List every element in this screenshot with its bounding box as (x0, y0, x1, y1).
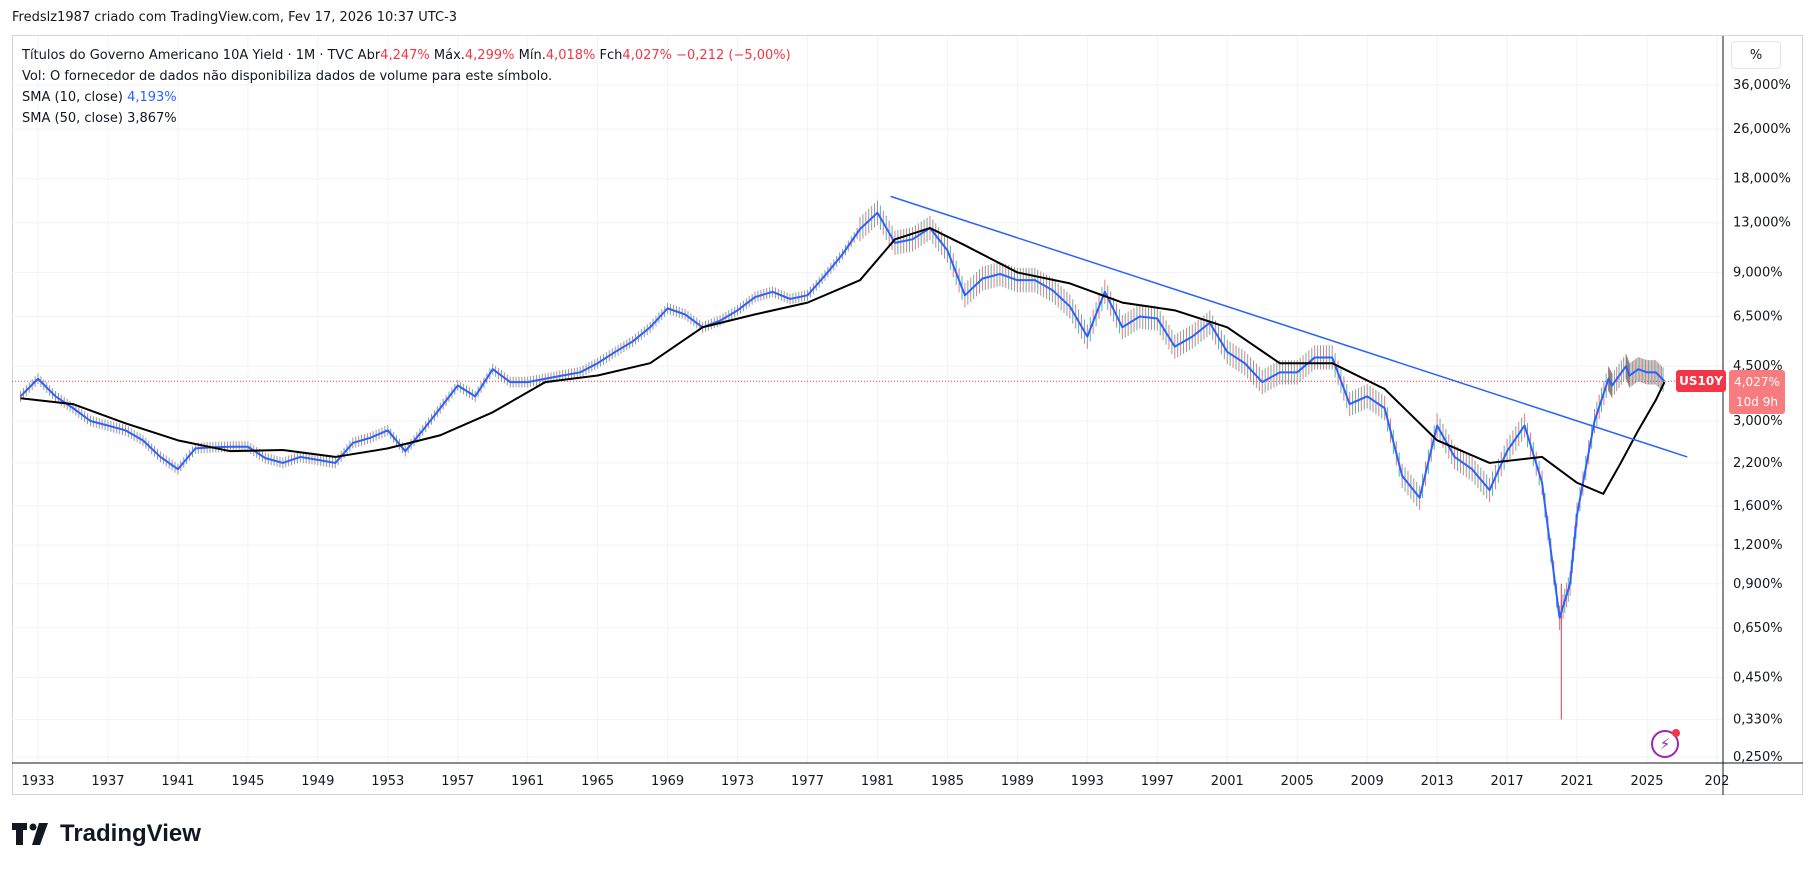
x-tick-label: 1945 (231, 774, 264, 789)
y-tick-label: 26,000% (1733, 122, 1791, 137)
lightning-icon[interactable]: ⚡ (1651, 729, 1680, 758)
bar-countdown: 10d 9h (1736, 395, 1778, 409)
x-tick-label: 1981 (861, 774, 894, 789)
x-tick-label: 1965 (581, 774, 614, 789)
last-price-value: 4,027% (1734, 375, 1780, 389)
x-tick-label: 1953 (371, 774, 404, 789)
open-label: Abr (357, 48, 381, 63)
volume-note[interactable]: Vol: O fornecedor de dados não disponibi… (22, 69, 553, 84)
brand-name: TradingView (60, 820, 201, 847)
x-tick-label: 2005 (1281, 774, 1314, 789)
y-tick-label: 0,900% (1733, 577, 1783, 592)
x-tick-label: 1997 (1141, 774, 1174, 789)
time-scale: 1933 1937 1941 1945 1949 1953 1957 1961 1965 1969… (12, 762, 1803, 789)
us10y-line (19, 211, 1666, 619)
y-tick-label: 2,200% (1733, 456, 1783, 471)
symbol-title[interactable]: Títulos do Governo Americano 10A Yield ·… (22, 48, 354, 63)
high-label: Máx. (433, 48, 465, 63)
series-layer (12, 195, 1723, 720)
grid-lines (12, 36, 1723, 763)
y-tick-label: 1,200% (1733, 538, 1783, 553)
x-tick-label: 1949 (301, 774, 334, 789)
legend-sma10-row[interactable]: SMA (10, close) 4,193% (22, 87, 791, 108)
y-tick-label: 18,000% (1733, 172, 1791, 187)
x-tick-label: 2009 (1351, 774, 1384, 789)
x-tick-label: 1969 (651, 774, 684, 789)
y-tick-label: 36,000% (1733, 78, 1791, 93)
y-tick-label: 1,600% (1733, 499, 1783, 514)
tradingview-logo-icon (12, 823, 48, 845)
y-tick-label: 0,450% (1733, 671, 1783, 686)
sma10-value: 4,193% (127, 90, 177, 105)
x-tick-label: 1973 (721, 774, 754, 789)
sma50-value: 3,867% (127, 111, 177, 126)
sma10-label: SMA (10, close) (22, 90, 123, 105)
x-tick-label: 1957 (441, 774, 474, 789)
x-tick-label: 1977 (791, 774, 824, 789)
close-value: 4,027% (622, 48, 672, 63)
y-tick-label: 13,000% (1733, 216, 1791, 231)
price-unit-button[interactable]: % (1731, 41, 1781, 69)
y-tick-label: 6,500% (1733, 309, 1783, 324)
notification-dot (1672, 729, 1680, 737)
chart-legend: Títulos do Governo Americano 10A Yield ·… (22, 45, 791, 129)
x-tick-label: 2017 (1491, 774, 1524, 789)
legend-sma50-row[interactable]: SMA (50, close) 3,867% (22, 108, 791, 129)
x-tick-label: 2013 (1421, 774, 1454, 789)
low-value: 4,018% (545, 48, 596, 63)
change-value: −0,212 (−5,00%) (676, 48, 791, 63)
trendline (890, 195, 1688, 458)
sma50-line (20, 227, 1666, 495)
x-tick-label: 1937 (91, 774, 124, 789)
y-tick-label: 9,000% (1733, 265, 1783, 280)
x-tick-label: 1993 (1071, 774, 1104, 789)
y-tick-label: 0,250% (1733, 750, 1783, 765)
y-tick-label: 0,650% (1733, 621, 1783, 636)
x-tick-label: 1933 (21, 774, 54, 789)
x-tick-label: 1989 (1001, 774, 1034, 789)
x-tick-label: 1985 (931, 774, 964, 789)
low-label: Mín. (518, 48, 546, 63)
chart-frame[interactable] (12, 35, 1803, 795)
last-price-symbol: US10Y (1676, 370, 1726, 392)
x-tick-label: 2021 (1560, 774, 1593, 789)
price-scale: 36,000% 26,000% 18,000% 13,000% 9,000% 6,500%… (1722, 36, 1791, 795)
high-value: 4,299% (464, 48, 515, 63)
last-price-box: 4,027% 10d 9h (1729, 370, 1785, 414)
x-tick-label: 202 (1705, 774, 1730, 789)
sma50-label: SMA (50, close) (22, 111, 123, 126)
x-tick-label: 1961 (511, 774, 544, 789)
y-tick-label: 3,000% (1733, 414, 1783, 429)
price-chart[interactable]: 36,000% 26,000% 18,000% 13,000% 9,000% 6,500%… (0, 0, 1814, 800)
legend-symbol-row[interactable]: Títulos do Governo Americano 10A Yield ·… (22, 45, 791, 66)
x-tick-label: 2025 (1630, 774, 1663, 789)
tradingview-brand[interactable]: TradingView (12, 820, 201, 848)
y-tick-label: 0,330% (1733, 712, 1783, 727)
x-tick-label: 1941 (161, 774, 194, 789)
close-label: Fch (599, 48, 623, 63)
x-tick-label: 2001 (1211, 774, 1244, 789)
open-value: 4,247% (380, 48, 430, 63)
attribution-text: Fredslz1987 criado com TradingView.com, … (12, 10, 458, 25)
